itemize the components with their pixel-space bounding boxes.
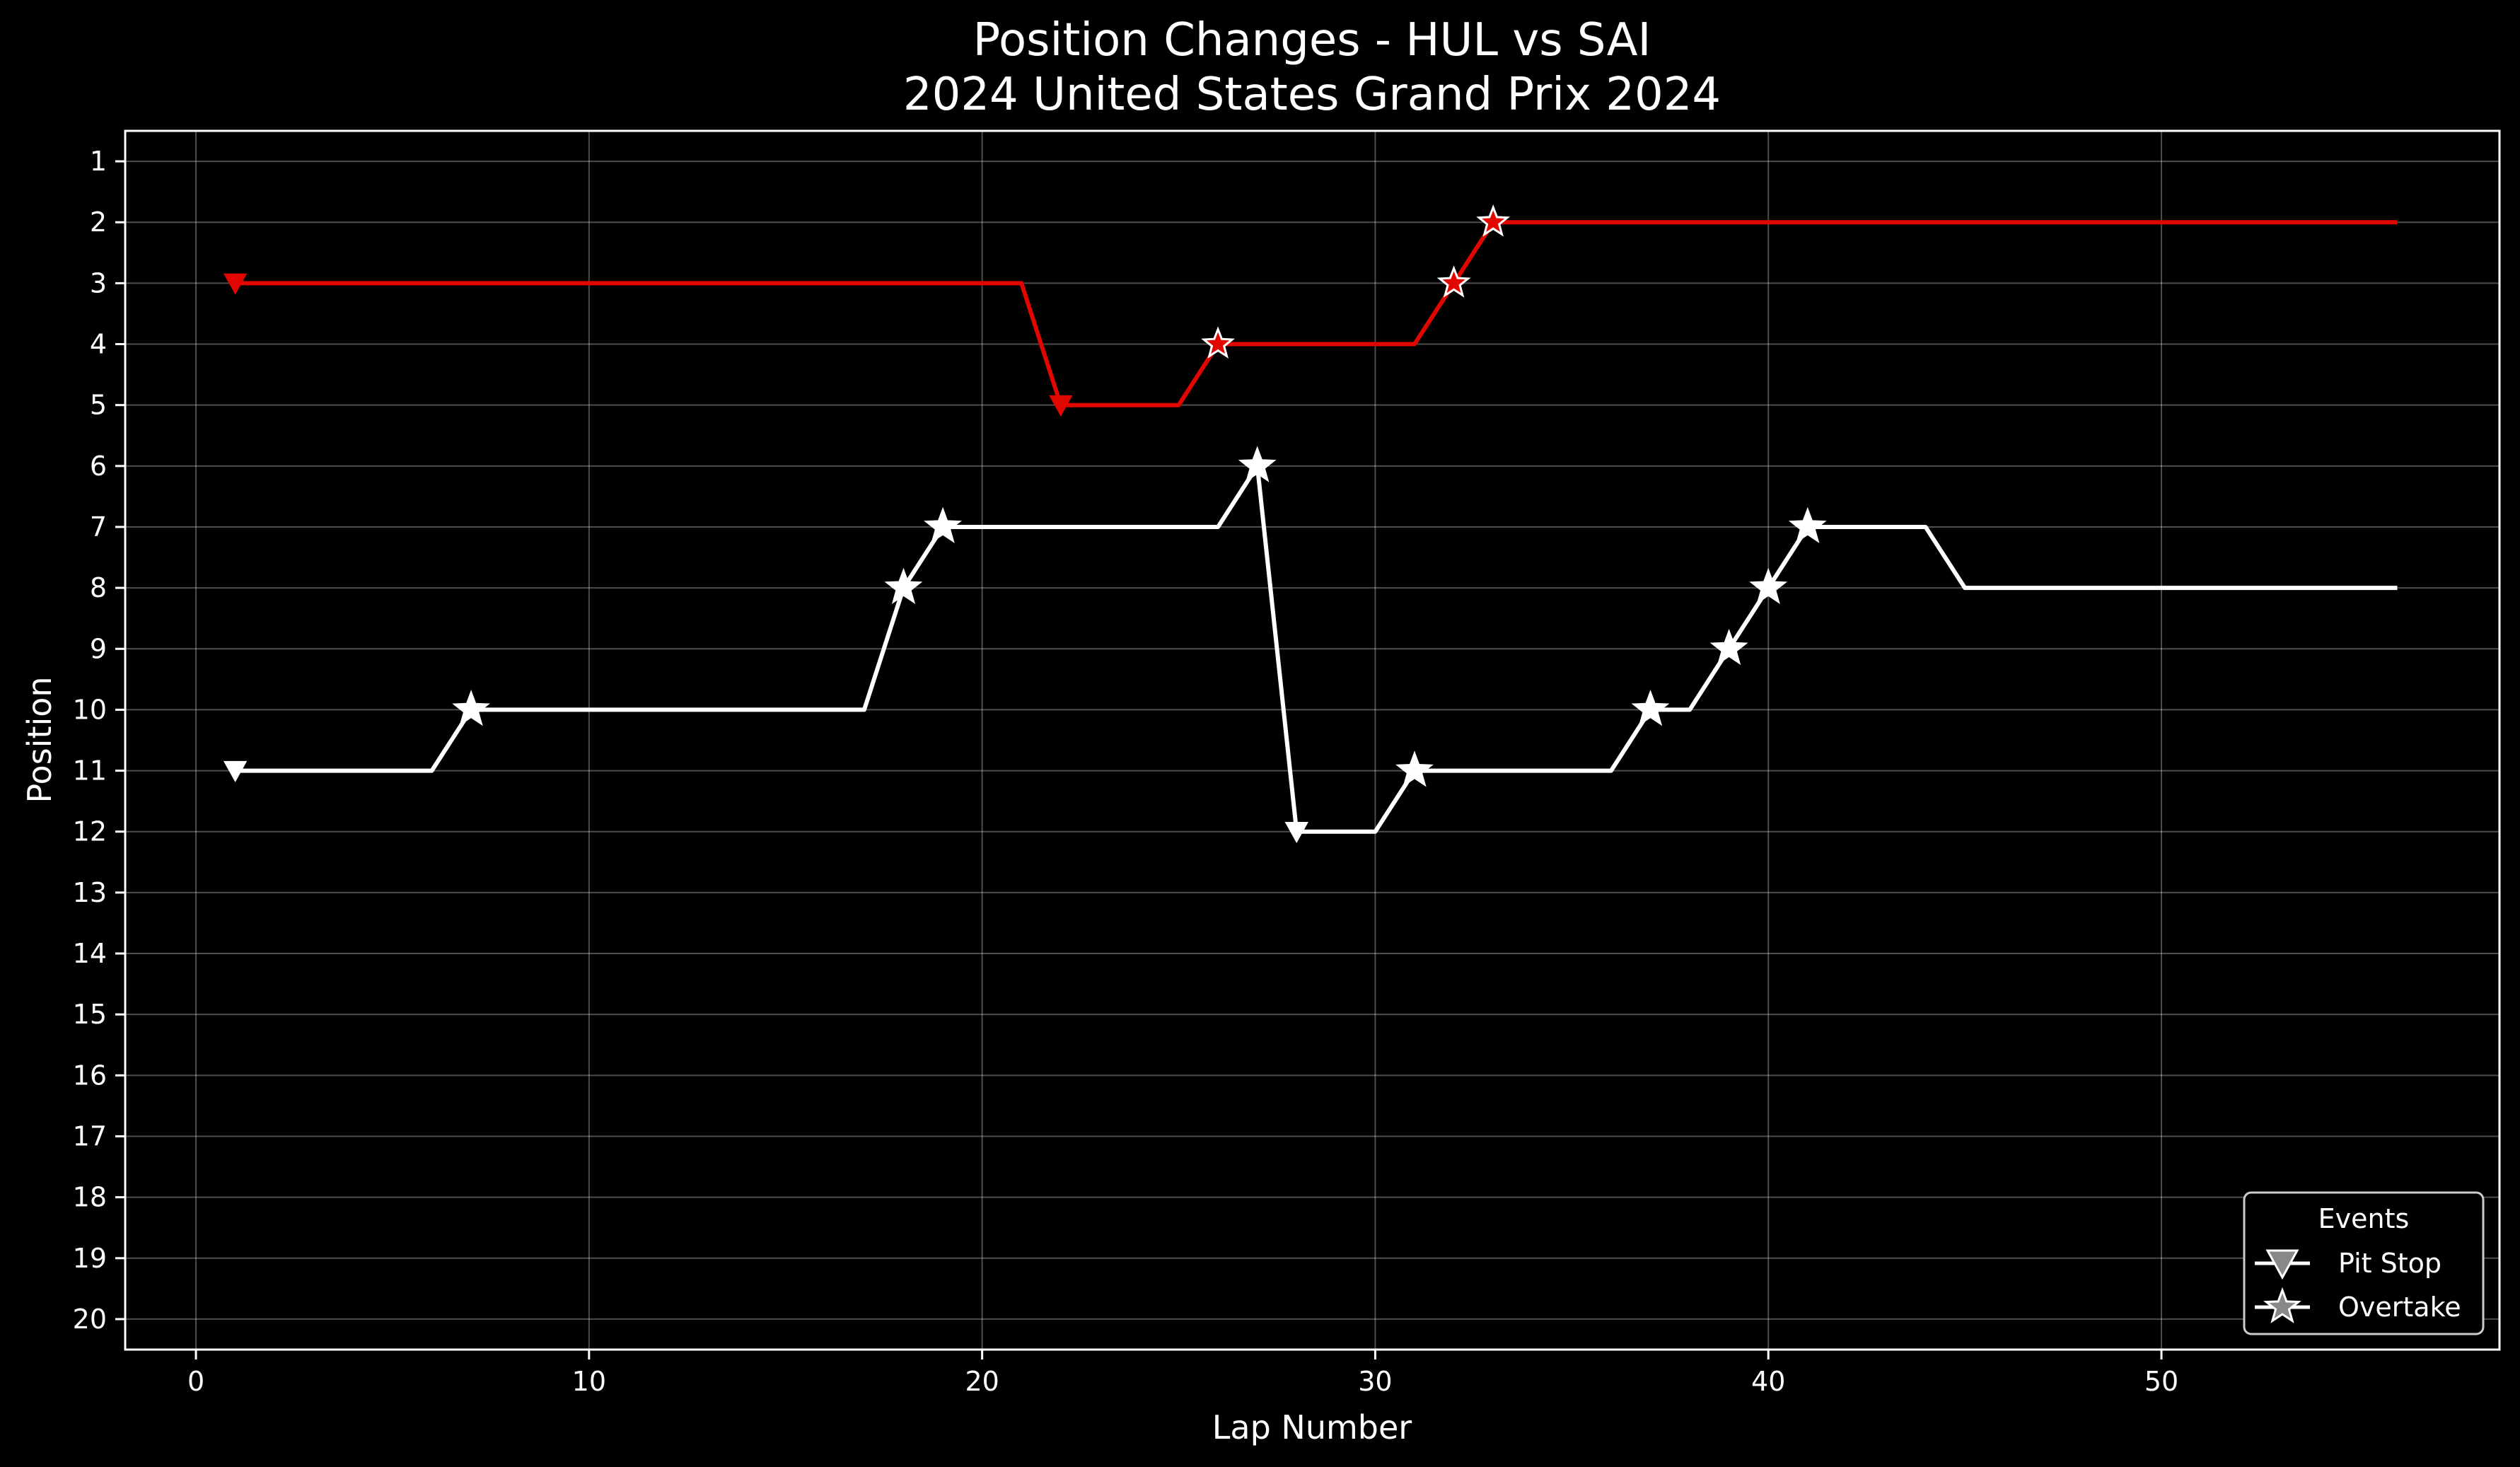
pit-stop-marker bbox=[223, 760, 248, 782]
y-tick-label: 8 bbox=[90, 572, 107, 603]
star-icon bbox=[2263, 1287, 2301, 1323]
overtake-marker bbox=[1476, 204, 1511, 237]
overtake-marker bbox=[452, 690, 491, 726]
axes: 0 10 20 30 40 5012345678910111213141516171819… bbox=[73, 146, 2179, 1397]
overtake-marker bbox=[1201, 326, 1236, 359]
overtake-marker bbox=[1788, 506, 1827, 543]
y-tick-label: 11 bbox=[73, 755, 107, 787]
y-tick-label: 17 bbox=[73, 1120, 107, 1152]
overtake-marker bbox=[924, 506, 963, 543]
x-tick-label: 40 bbox=[1751, 1366, 1785, 1397]
y-tick-label: 20 bbox=[73, 1304, 107, 1335]
legend-entry-overtake: Overtake bbox=[2338, 1292, 2461, 1323]
legend-box bbox=[2243, 1191, 2485, 1335]
y-tick-label: 1 bbox=[90, 146, 107, 177]
pit-stop-marker bbox=[1049, 395, 1073, 417]
y-tick-label: 5 bbox=[90, 390, 107, 421]
y-tick-label: 16 bbox=[73, 1060, 107, 1091]
y-tick-label: 7 bbox=[90, 511, 107, 543]
series-line-0 bbox=[235, 463, 2398, 834]
y-tick-label: 2 bbox=[90, 207, 107, 238]
x-tick-label: 10 bbox=[572, 1366, 606, 1397]
pit-stop-marker bbox=[1284, 821, 1308, 844]
x-tick-label: 0 bbox=[187, 1366, 204, 1397]
x-tick-label: 50 bbox=[2144, 1366, 2178, 1397]
legend-entry-pit-stop: Pit Stop bbox=[2338, 1248, 2441, 1279]
x-tick-label: 30 bbox=[1358, 1366, 1392, 1397]
y-tick-label: 15 bbox=[73, 999, 107, 1030]
plot-frame bbox=[124, 129, 2501, 1351]
overtake-marker bbox=[1238, 446, 1277, 482]
triangle-down-icon bbox=[2265, 1249, 2299, 1280]
overtake-marker bbox=[884, 567, 923, 605]
overtake-marker bbox=[1709, 628, 1748, 666]
legend: Events Pit Stop Overtake bbox=[2243, 1191, 2485, 1335]
y-tick-label: 19 bbox=[73, 1243, 107, 1274]
y-tick-label: 9 bbox=[90, 633, 107, 664]
event-markers bbox=[223, 204, 1827, 844]
y-tick-label: 3 bbox=[90, 267, 107, 298]
y-tick-label: 4 bbox=[90, 329, 107, 360]
y-tick-label: 6 bbox=[90, 451, 107, 482]
pit-stop-marker bbox=[223, 273, 248, 295]
chart-title: Position Changes - HUL vs SAI bbox=[973, 14, 1651, 66]
overtake-marker bbox=[1395, 750, 1434, 787]
y-axis-label: Position bbox=[21, 676, 59, 803]
series-line-1 bbox=[235, 220, 2398, 407]
y-tick-label: 13 bbox=[73, 877, 107, 908]
chart-subtitle: 2024 United States Grand Prix 2024 bbox=[903, 69, 1721, 121]
x-axis-label: Lap Number bbox=[1212, 1408, 1412, 1446]
x-tick-label: 20 bbox=[965, 1366, 999, 1397]
legend-title: Events bbox=[2318, 1203, 2410, 1234]
y-tick-label: 18 bbox=[73, 1182, 107, 1213]
series-lines bbox=[235, 220, 2398, 834]
overtake-marker bbox=[1436, 265, 1471, 298]
overtake-marker bbox=[1631, 690, 1670, 726]
y-tick-label: 14 bbox=[73, 938, 107, 969]
y-tick-label: 10 bbox=[73, 694, 107, 725]
overtake-marker bbox=[1749, 567, 1788, 605]
y-tick-label: 12 bbox=[73, 816, 107, 847]
